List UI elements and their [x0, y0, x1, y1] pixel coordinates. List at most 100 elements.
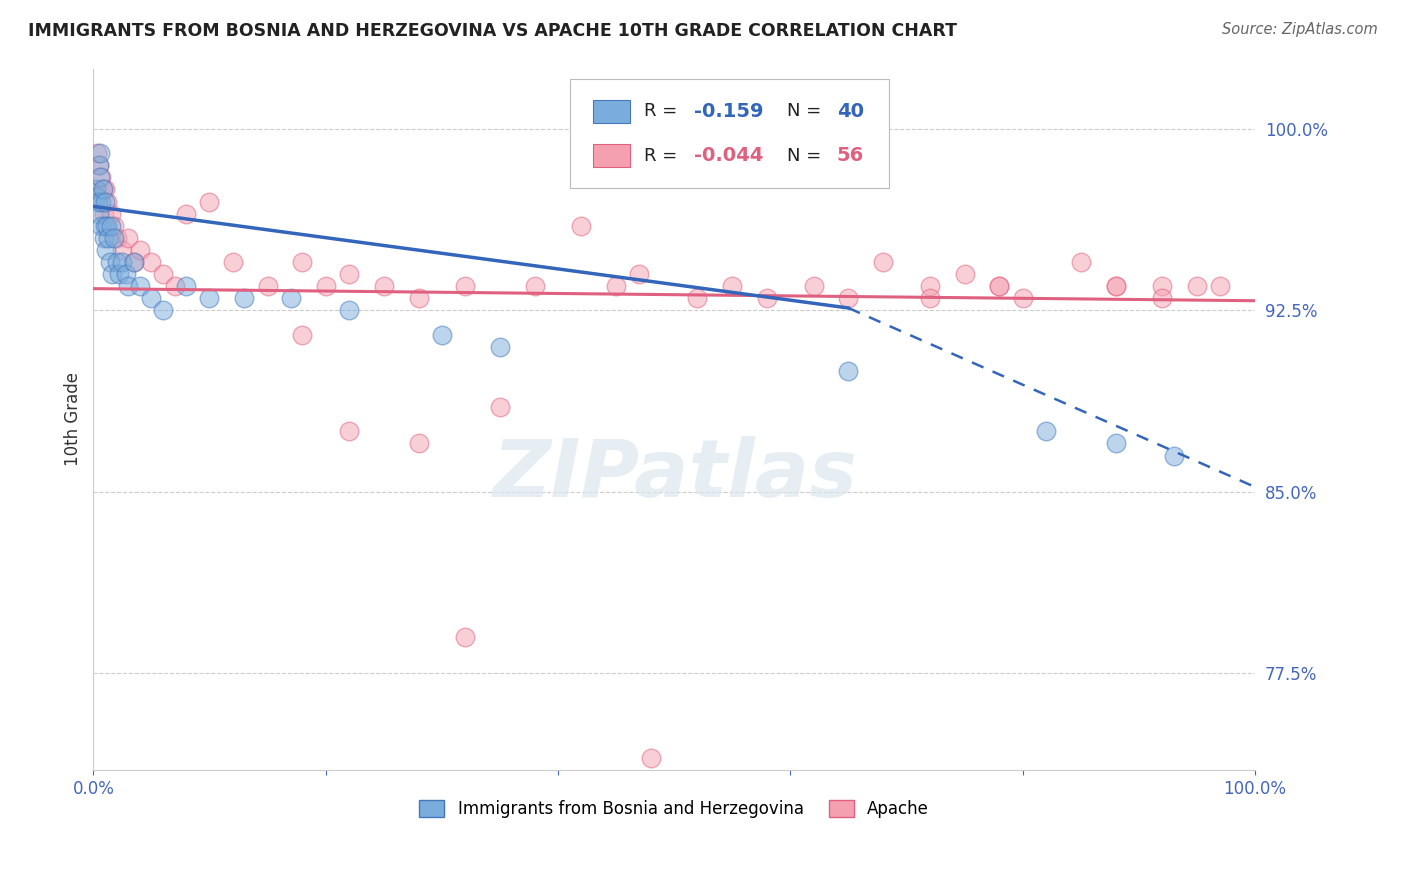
Text: 56: 56 — [837, 146, 865, 165]
Point — [96, 219, 118, 233]
Point — [89, 158, 111, 172]
Point — [90, 194, 112, 209]
Point — [1104, 279, 1126, 293]
Point — [90, 219, 112, 233]
Point — [128, 279, 150, 293]
Point — [90, 170, 112, 185]
Point — [103, 231, 125, 245]
Point — [100, 207, 122, 221]
Point — [91, 182, 114, 196]
Point — [122, 255, 145, 269]
Point — [872, 255, 894, 269]
Point — [89, 146, 111, 161]
Point — [128, 243, 150, 257]
Y-axis label: 10th Grade: 10th Grade — [65, 372, 82, 467]
Point — [233, 291, 256, 305]
Text: R =: R = — [644, 146, 683, 164]
Point — [93, 207, 115, 221]
Point — [111, 255, 134, 269]
Point — [953, 267, 976, 281]
Point — [117, 279, 139, 293]
Point — [198, 291, 221, 305]
Point — [523, 279, 546, 293]
Point — [198, 194, 221, 209]
Point — [1163, 449, 1185, 463]
Point — [1104, 436, 1126, 450]
Point — [686, 291, 709, 305]
Point — [489, 400, 512, 414]
Point — [222, 255, 245, 269]
Point — [1070, 255, 1092, 269]
Point — [87, 194, 110, 209]
Point — [89, 170, 111, 185]
Legend: Immigrants from Bosnia and Herzegovina, Apache: Immigrants from Bosnia and Herzegovina, … — [413, 793, 935, 825]
Point — [96, 194, 118, 209]
Point — [141, 291, 163, 305]
Point — [1152, 279, 1174, 293]
Point — [84, 182, 107, 196]
Point — [105, 255, 128, 269]
Text: IMMIGRANTS FROM BOSNIA AND HERZEGOVINA VS APACHE 10TH GRADE CORRELATION CHART: IMMIGRANTS FROM BOSNIA AND HERZEGOVINA V… — [28, 22, 957, 40]
Point — [280, 291, 302, 305]
Point — [91, 182, 114, 196]
Point — [988, 279, 1011, 293]
Point — [337, 425, 360, 439]
Point — [101, 267, 124, 281]
Point — [1035, 425, 1057, 439]
Point — [315, 279, 337, 293]
Point — [98, 255, 121, 269]
Text: ZIPatlas: ZIPatlas — [492, 436, 856, 515]
Point — [97, 231, 120, 245]
Point — [89, 158, 111, 172]
Point — [174, 279, 197, 293]
Bar — [593, 100, 630, 122]
Text: N =: N = — [787, 103, 827, 120]
Point — [1011, 291, 1033, 305]
Point — [489, 340, 512, 354]
Point — [108, 267, 131, 281]
Point — [122, 255, 145, 269]
Text: Source: ZipAtlas.com: Source: ZipAtlas.com — [1222, 22, 1378, 37]
Point — [430, 327, 453, 342]
Point — [117, 231, 139, 245]
Point — [100, 219, 122, 233]
Point — [163, 279, 186, 293]
Point — [89, 207, 111, 221]
Point — [1152, 291, 1174, 305]
Point — [1104, 279, 1126, 293]
Point — [152, 303, 174, 318]
Text: N =: N = — [787, 146, 827, 164]
Point — [105, 231, 128, 245]
Point — [103, 219, 125, 233]
Point — [337, 267, 360, 281]
Point — [291, 255, 314, 269]
Point — [94, 182, 117, 196]
Text: 40: 40 — [837, 102, 863, 120]
Point — [918, 291, 941, 305]
Point — [1209, 279, 1232, 293]
Point — [837, 291, 859, 305]
Point — [93, 231, 115, 245]
Text: -0.044: -0.044 — [695, 146, 763, 165]
Point — [115, 267, 138, 281]
Point — [86, 190, 108, 204]
Point — [337, 303, 360, 318]
Point — [454, 630, 477, 644]
Point — [918, 279, 941, 293]
Point — [756, 291, 779, 305]
Point — [408, 291, 430, 305]
Bar — [593, 145, 630, 167]
Text: -0.159: -0.159 — [695, 102, 763, 120]
Point — [94, 243, 117, 257]
Point — [152, 267, 174, 281]
Point — [803, 279, 825, 293]
Point — [86, 146, 108, 161]
Point — [174, 207, 197, 221]
Point — [291, 327, 314, 342]
FancyBboxPatch shape — [569, 79, 889, 188]
Point — [408, 436, 430, 450]
Point — [837, 364, 859, 378]
Point — [94, 194, 117, 209]
Point — [988, 279, 1011, 293]
Point — [111, 243, 134, 257]
